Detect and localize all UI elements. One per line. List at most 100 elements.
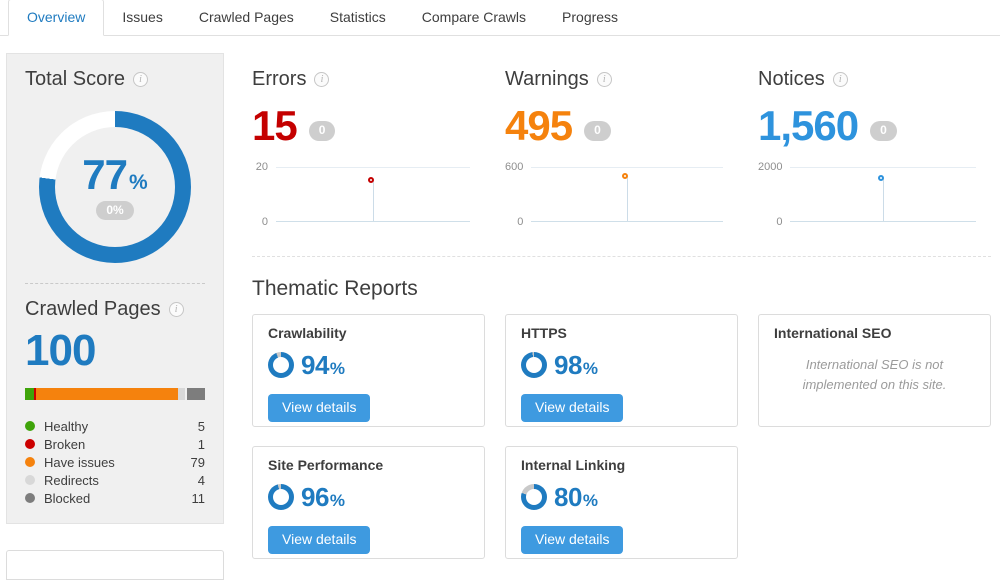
bar-segment-redirects (177, 388, 186, 400)
warnings-title: Warnings (505, 68, 589, 90)
view-details-button[interactable]: View details (268, 526, 371, 554)
legend-label: Broken (44, 436, 86, 452)
legend-value: 1 (197, 436, 205, 452)
axis-max-label: 600 (505, 161, 524, 173)
errors-title: Errors (252, 68, 307, 90)
next-panel-cutoff (6, 550, 224, 580)
warnings-trend-chart: 600 0 (505, 161, 738, 228)
healthy-dot-icon (25, 421, 35, 431)
card-percent: 96 % (301, 484, 345, 511)
card-message: International SEO is not implemented on … (802, 357, 947, 392)
errors-data-point[interactable] (368, 176, 374, 183)
gauge-row: 80 % (521, 484, 722, 510)
card-crawlability: Crawlability 94 % View details (252, 314, 485, 427)
card-title: HTTPS (521, 325, 567, 341)
legend-label: Healthy (44, 418, 89, 434)
legend-row-have-issues: Have issues 79 (25, 453, 205, 471)
internal-linking-gauge-icon (521, 484, 547, 510)
notices-delta-badge: 0 (870, 121, 897, 141)
info-icon[interactable]: i (832, 72, 848, 87)
total-score-title: Total Score (25, 68, 126, 90)
warnings-data-point[interactable] (622, 172, 629, 179)
total-score-donut: 77 % 0% (39, 111, 191, 263)
legend-row-healthy: Healthy 5 (25, 417, 205, 435)
card-title: Crawlability (268, 325, 347, 341)
notices-value-row: 1,560 0 (758, 102, 991, 150)
errors-count: 15 (252, 102, 298, 150)
total-score-unit: % (129, 170, 148, 194)
errors-delta-badge: 0 (308, 121, 336, 141)
errors-block: Errors i 15 0 20 0 (252, 53, 485, 228)
warnings-value-row: 495 0 (505, 102, 738, 150)
tab-bar: Overview Issues Crawled Pages Statistics… (0, 0, 1000, 36)
https-gauge-icon (521, 352, 547, 378)
axis-min-label: 0 (517, 216, 524, 228)
legend-value: 5 (197, 418, 205, 434)
issue-stats-row: Errors i 15 0 20 0 Warnings i (252, 53, 991, 228)
legend-row-redirects: Redirects 4 (25, 471, 205, 489)
errors-chart-axis: 20 0 (252, 161, 276, 228)
axis-max-label: 20 (255, 161, 268, 173)
crawled-pages-legend: Healthy 5 Broken 1 Have issues 79 Redire… (25, 417, 205, 507)
total-score-value-row: 77 % (82, 153, 148, 196)
view-details-button[interactable]: View details (521, 526, 624, 554)
card-percent-value: 94 (301, 349, 329, 380)
legend-label: Have issues (44, 454, 115, 470)
site-performance-gauge-icon (268, 484, 294, 510)
info-icon[interactable]: i (596, 72, 612, 87)
tab-progress[interactable]: Progress (562, 9, 619, 25)
crawlability-gauge-icon (268, 352, 294, 378)
errors-chart-plot[interactable] (276, 167, 470, 222)
chart-stem-line (373, 179, 374, 221)
tab-crawled-pages[interactable]: Crawled Pages (198, 9, 294, 25)
total-score-donut-hole: 77 % 0% (55, 127, 175, 247)
notices-chart-axis: 2000 0 (758, 161, 790, 228)
errors-title-row: Errors i (252, 68, 485, 91)
card-percent-value: 96 (301, 481, 329, 512)
tab-compare-crawls[interactable]: Compare Crawls (421, 9, 527, 25)
card-site-performance: Site Performance 96 % View details (252, 446, 485, 559)
card-https: HTTPS 98 % View details (505, 314, 738, 427)
crawled-pages-stacked-bar (25, 388, 205, 400)
card-international-seo: International SEO International SEO is n… (758, 314, 991, 427)
card-percent-unit: % (582, 490, 599, 510)
left-sidebar: Total Score i 77 % 0% Crawled Pages i 1 0… (6, 53, 224, 580)
card-percent: 98 % (554, 352, 598, 379)
crawled-pages-title: Crawled Pages (25, 298, 161, 320)
notices-count: 1,560 (758, 102, 859, 150)
info-icon[interactable]: i (168, 302, 184, 317)
legend-row-blocked: Blocked 11 (25, 489, 205, 507)
errors-value-row: 15 0 (252, 102, 485, 150)
notices-data-point[interactable] (878, 175, 885, 182)
bar-segment-healthy (25, 388, 34, 400)
tab-issues[interactable]: Issues (122, 9, 163, 25)
legend-row-broken: Broken 1 (25, 435, 205, 453)
have-issues-dot-icon (25, 457, 35, 467)
legend-value: 79 (190, 454, 205, 470)
notices-title: Notices (758, 68, 825, 90)
total-score-delta-badge: 0% (96, 200, 134, 221)
notices-chart-plot[interactable] (790, 167, 976, 222)
warnings-chart-plot[interactable] (531, 167, 723, 222)
info-icon[interactable]: i (314, 72, 330, 87)
notices-trend-chart: 2000 0 (758, 161, 991, 228)
bar-segment-blocked (185, 388, 205, 400)
warnings-chart-axis: 600 0 (505, 161, 531, 228)
bar-segment-have-issues (35, 388, 178, 400)
errors-trend-chart: 20 0 (252, 161, 485, 228)
notices-title-row: Notices i (758, 68, 991, 91)
tab-overview[interactable]: Overview (8, 0, 105, 36)
redirects-dot-icon (25, 475, 35, 485)
card-title: International SEO (774, 325, 892, 341)
view-details-button[interactable]: View details (268, 394, 371, 422)
thematic-reports-title: Thematic Reports (252, 277, 418, 300)
chart-stem-line (627, 175, 629, 221)
view-details-button[interactable]: View details (521, 394, 624, 422)
bar-segment-broken (34, 388, 36, 400)
tab-statistics[interactable]: Statistics (329, 9, 386, 25)
card-percent-unit: % (329, 358, 346, 378)
total-score-title-row: Total Score i (25, 68, 205, 91)
warnings-count: 495 (505, 102, 573, 150)
legend-value: 4 (197, 472, 205, 488)
info-icon[interactable]: i (133, 72, 149, 87)
